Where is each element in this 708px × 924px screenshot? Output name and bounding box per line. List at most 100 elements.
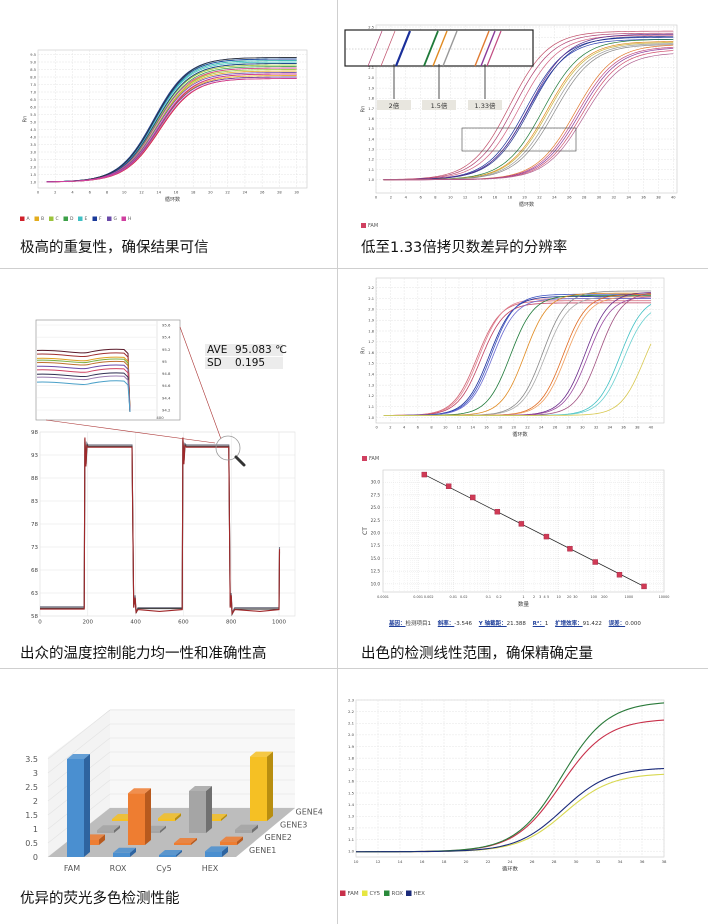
bar-chart-3d	[47, 709, 295, 858]
x-tick-label: 200	[83, 620, 94, 626]
x-tick-label: 26	[553, 426, 558, 430]
y-tick-label: 2	[33, 797, 38, 806]
legend-swatch	[361, 223, 366, 228]
amplification-curve-2	[383, 302, 651, 416]
y-tick-label: 1.0	[368, 178, 374, 182]
r2-value: 1	[544, 621, 549, 627]
inset-trace	[36, 380, 131, 413]
data-point	[567, 546, 573, 552]
x-tick-label: 22	[537, 196, 542, 200]
y-tick-label: 10.0	[371, 581, 381, 586]
x-tick-label: 4	[544, 595, 546, 599]
x-tick-label: 6	[419, 196, 422, 200]
inset-frame	[344, 29, 534, 67]
y-tick-label: 1.7	[348, 767, 355, 772]
legend-label: C	[56, 216, 59, 222]
y-tick-label: 12.5	[371, 569, 381, 574]
y-tick-label: 1.7	[368, 340, 374, 344]
y-tick-label: 0	[33, 853, 38, 862]
y-tick-label: 1.5	[368, 127, 374, 131]
y-tick-label: 1.8	[348, 755, 355, 760]
bar-front	[128, 793, 145, 845]
x-tick-label: 18	[498, 426, 503, 430]
legend-label: ROX	[392, 891, 404, 897]
x-tick-label: 36	[621, 426, 626, 430]
efficiency-value: 91.422	[582, 621, 602, 627]
bar-side	[221, 814, 227, 821]
inset-curve	[432, 30, 448, 67]
x-tick-label: 0	[38, 620, 42, 626]
x-tick-label: 24	[508, 859, 513, 864]
callout-box	[468, 100, 502, 110]
bar-side	[84, 754, 90, 857]
inset-trace	[36, 348, 131, 413]
y-tick-label: 6.0	[30, 105, 36, 109]
y-tick-label: 1.5	[30, 173, 36, 177]
y-tick-label: 5.0	[30, 120, 36, 124]
y-tick-label: 17.5	[371, 543, 381, 548]
y-tick-label: 2.1	[348, 721, 355, 726]
inset-curve	[380, 30, 396, 67]
y-tick-label: 1.6	[348, 779, 355, 784]
caption-linear-range: 出色的检测线性范围，确保精确定量	[361, 646, 593, 662]
bar-front	[113, 852, 130, 857]
bar-top	[158, 813, 181, 819]
slope-value: -3.546	[454, 621, 473, 627]
callout-box	[422, 100, 456, 110]
amplification-curve-0	[383, 30, 674, 180]
y-tick-label: 9.5	[30, 53, 36, 57]
x-tick-label: 12	[463, 196, 468, 200]
legend-swatch	[63, 216, 68, 221]
magnifier-icon	[215, 435, 241, 461]
x-tick-label: 38	[662, 859, 667, 864]
y-tick-label: 3.5	[25, 755, 38, 764]
legend-swatch	[340, 890, 346, 896]
y-tick-label: 1	[33, 825, 38, 834]
legend-label: H	[128, 216, 131, 222]
bar-side	[160, 825, 166, 833]
y-tick-label: 8.0	[30, 75, 36, 79]
x-tick-label: 18	[442, 859, 447, 864]
x-tick-label: 10	[122, 191, 127, 195]
x-tick-label: 10	[443, 426, 448, 430]
bar-side	[99, 834, 105, 845]
bar-top	[189, 786, 212, 791]
x-tick-label: 40	[671, 196, 676, 200]
r2-label: R²：	[532, 621, 545, 627]
y-tick-label: 5.5	[30, 113, 36, 117]
x-tick-label: 2	[533, 595, 535, 599]
bar-front	[158, 818, 175, 821]
legend-label: FAM	[369, 456, 379, 462]
bar-top	[128, 788, 151, 794]
fit-line	[424, 474, 645, 587]
vertical-divider	[337, 0, 338, 924]
y-tick-label: 2.2	[368, 286, 374, 290]
x-tick-label: 6	[89, 191, 92, 195]
y-tick-label: 68	[31, 568, 38, 574]
x-axis-label: 循环数	[502, 865, 519, 873]
legend-label: A	[27, 216, 31, 222]
x-tick-label: 24	[552, 196, 557, 200]
x-tick-label: 30	[597, 196, 602, 200]
y-tick-label: 0.5	[25, 839, 38, 848]
y-tick-label: 2.1	[368, 66, 374, 70]
x-tick-label: 1000	[625, 595, 634, 599]
inset-curve	[442, 30, 458, 67]
bar-top	[97, 825, 120, 831]
y-tick-label: 9.0	[30, 60, 36, 64]
x-tick-label: 22	[525, 426, 530, 430]
bar-side	[175, 813, 181, 821]
resolution-inset	[344, 29, 534, 67]
x-tick-label: 8	[106, 191, 109, 195]
inset-y-tick-label: 95.6	[162, 323, 171, 328]
bar-side	[145, 788, 151, 845]
bar-front	[174, 843, 191, 845]
bar-front	[205, 851, 222, 857]
bar-front	[220, 841, 237, 845]
x-tick-label: 24	[539, 426, 544, 430]
caption-repeatability: 极高的重复性，确保结果可信	[20, 240, 209, 256]
legend-swatch	[121, 216, 126, 221]
bar-side	[267, 751, 273, 821]
series-label: GENE2	[265, 833, 292, 842]
inset-trace	[36, 364, 131, 413]
